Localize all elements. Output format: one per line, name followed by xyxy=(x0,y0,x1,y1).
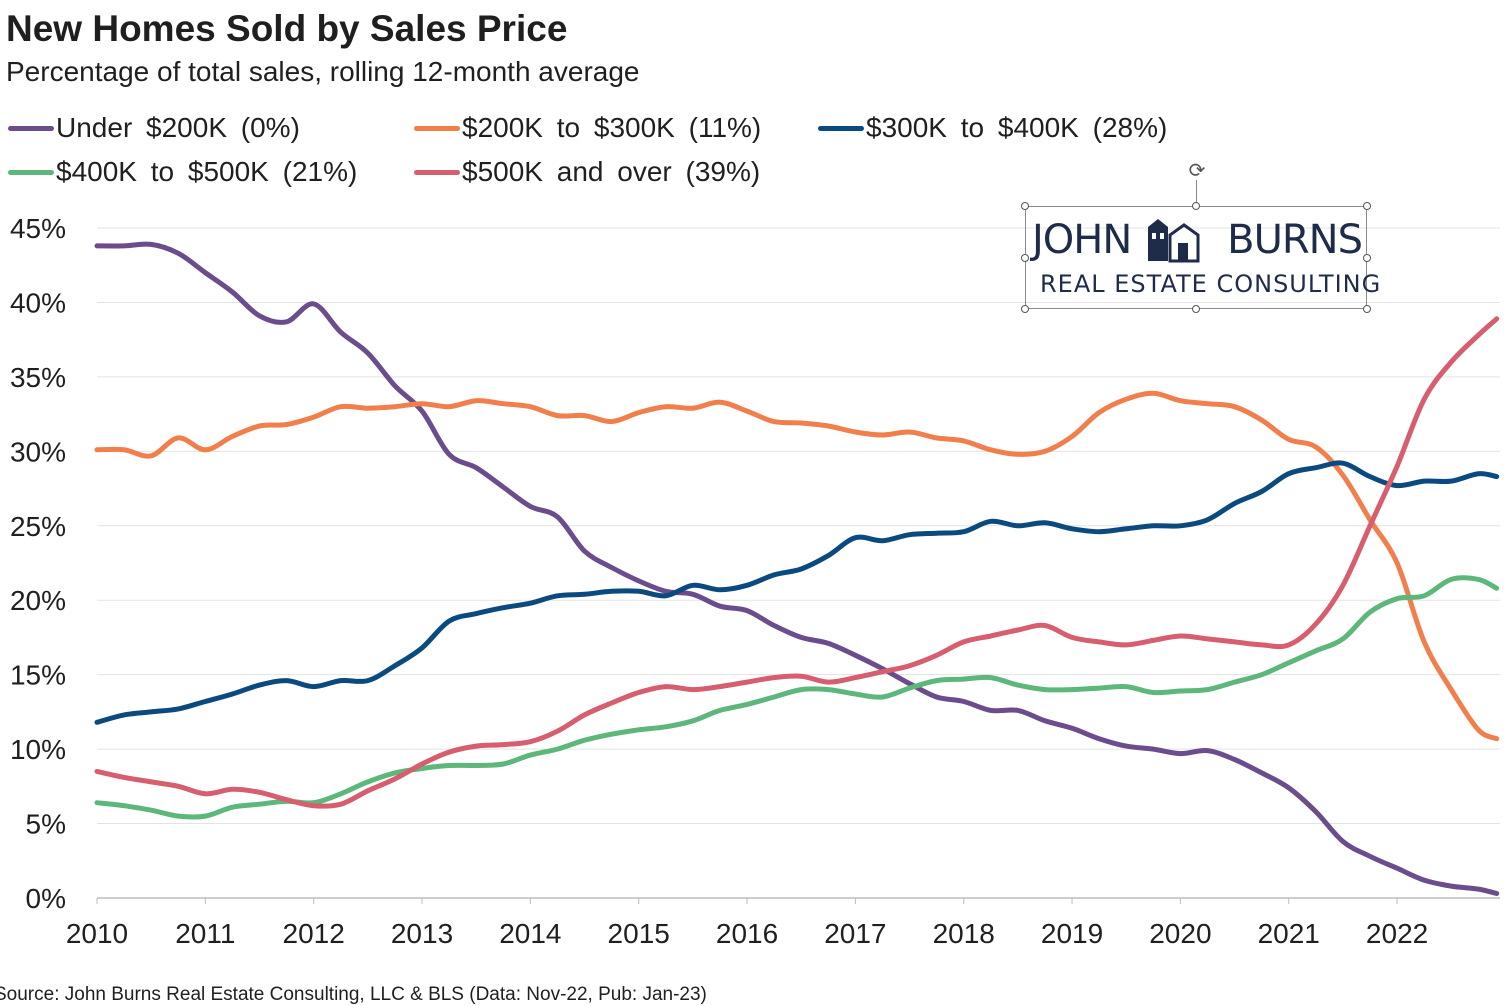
y-tick-label: 15% xyxy=(10,660,66,691)
y-tick-label: 0% xyxy=(26,883,66,914)
rotate-handle-icon[interactable]: ⟳ xyxy=(1188,160,1206,182)
resize-handle-top-right[interactable] xyxy=(1363,202,1371,210)
chart-title: New Homes Sold by Sales Price xyxy=(6,8,568,49)
y-tick-label: 35% xyxy=(10,362,66,393)
x-tick-label: 2014 xyxy=(499,918,561,949)
resize-handle-top-left[interactable] xyxy=(1021,202,1029,210)
legend-label-300k-400k: $300K to $400K (28%) xyxy=(866,112,1168,143)
x-tick-label: 2010 xyxy=(66,918,128,949)
rotate-handle-stem xyxy=(1196,180,1197,206)
resize-handle-middle-left[interactable] xyxy=(1021,254,1029,262)
legend-item-400k-500k: $400K to $500K (21%) xyxy=(8,156,357,188)
legend-item-300k-400k: $300K to $400K (28%) xyxy=(818,112,1167,144)
logo-tagline: REAL ESTATE CONSULTING xyxy=(1040,270,1382,298)
x-tick-label: 2021 xyxy=(1258,918,1320,949)
x-axis-ticks: 2010 2011 2012 2013 2014 2015 2016 2017 2018 2019… xyxy=(66,898,1428,949)
legend-swatch-500k-plus xyxy=(414,169,460,175)
resize-handle-bottom-center[interactable] xyxy=(1192,305,1200,313)
y-axis-ticks: 0% 5% 10% 15% 20% 25% 30% 35% 40% 45% xyxy=(10,213,66,914)
y-tick-label: 10% xyxy=(10,734,66,765)
x-tick-label: 2018 xyxy=(933,918,995,949)
y-tick-label: 25% xyxy=(10,511,66,542)
logo-name: JOHN BURNS xyxy=(1032,214,1363,266)
source-note: Source: John Burns Real Estate Consultin… xyxy=(0,984,707,1005)
legend-item-under-200k: Under $200K (0%) xyxy=(8,112,300,144)
chart-subtitle: Percentage of total sales, rolling 12-mo… xyxy=(6,56,640,87)
house-logo-icon xyxy=(1148,219,1200,263)
series-line-300k-400k xyxy=(94,460,1500,725)
legend-label-200k-300k: $200K to $300K (11%) xyxy=(462,112,762,143)
resize-handle-bottom-right[interactable] xyxy=(1363,305,1371,313)
x-tick-label: 2011 xyxy=(175,918,235,949)
legend-label-under-200k: Under $200K (0%) xyxy=(56,112,300,143)
y-tick-label: 20% xyxy=(10,585,66,616)
x-tick-label: 2012 xyxy=(283,918,345,949)
legend-swatch-under-200k xyxy=(8,125,54,131)
series-line-200k-300k xyxy=(94,390,1500,742)
gridlines xyxy=(97,227,1500,899)
series-line-under-200k xyxy=(94,241,1500,896)
x-tick-label: 2013 xyxy=(391,918,453,949)
x-tick-label: 2015 xyxy=(608,918,670,949)
x-tick-label: 2022 xyxy=(1366,918,1428,949)
legend-item-500k-plus: $500K and over (39%) xyxy=(414,156,760,188)
legend-label-500k-plus: $500K and over (39%) xyxy=(462,156,761,187)
legend-swatch-300k-400k xyxy=(818,125,864,131)
resize-handle-bottom-left[interactable] xyxy=(1021,305,1029,313)
legend-item-200k-300k: $200K to $300K (11%) xyxy=(414,112,761,144)
x-tick-label: 2016 xyxy=(716,918,778,949)
resize-handle-top-center[interactable] xyxy=(1192,202,1200,210)
y-tick-label: 40% xyxy=(10,287,66,318)
series-line-500k-plus xyxy=(94,316,1500,809)
series-lines xyxy=(94,241,1500,896)
legend-label-400k-500k: $400K to $500K (21%) xyxy=(56,156,358,187)
x-tick-label: 2020 xyxy=(1149,918,1211,949)
y-tick-label: 5% xyxy=(26,809,66,840)
x-tick-label: 2017 xyxy=(824,918,886,949)
resize-handle-middle-right[interactable] xyxy=(1363,254,1371,262)
legend-swatch-200k-300k xyxy=(414,125,460,131)
y-tick-label: 45% xyxy=(10,213,66,244)
legend-swatch-400k-500k xyxy=(8,169,54,175)
y-tick-label: 30% xyxy=(10,436,66,467)
logo-name-right: BURNS xyxy=(1227,217,1363,263)
logo-name-left: JOHN xyxy=(1032,217,1132,263)
x-tick-label: 2019 xyxy=(1041,918,1103,949)
series-line-400k-500k xyxy=(94,575,1500,820)
